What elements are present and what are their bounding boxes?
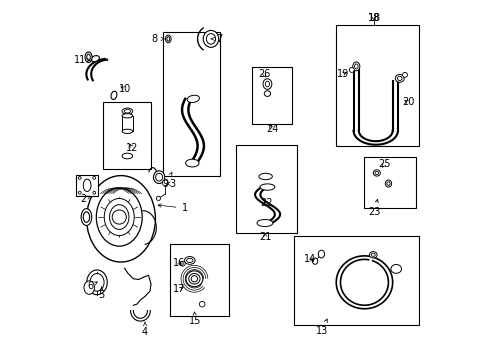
Ellipse shape bbox=[191, 276, 197, 282]
Ellipse shape bbox=[87, 54, 90, 60]
Text: 23: 23 bbox=[367, 199, 379, 217]
Ellipse shape bbox=[264, 91, 270, 96]
Ellipse shape bbox=[104, 198, 134, 235]
Ellipse shape bbox=[85, 52, 92, 63]
Ellipse shape bbox=[385, 180, 391, 187]
Ellipse shape bbox=[312, 258, 317, 264]
Ellipse shape bbox=[81, 208, 92, 225]
Circle shape bbox=[348, 67, 353, 72]
Ellipse shape bbox=[186, 258, 193, 262]
Text: 22: 22 bbox=[260, 198, 272, 208]
Ellipse shape bbox=[203, 30, 218, 48]
Ellipse shape bbox=[188, 274, 200, 284]
Ellipse shape bbox=[90, 274, 104, 291]
Ellipse shape bbox=[91, 55, 99, 62]
Ellipse shape bbox=[122, 129, 132, 134]
Text: 2: 2 bbox=[80, 194, 90, 204]
Text: 24: 24 bbox=[265, 124, 278, 134]
Text: 20: 20 bbox=[402, 98, 414, 107]
Ellipse shape bbox=[263, 79, 271, 89]
Ellipse shape bbox=[260, 184, 274, 190]
Bar bbox=[235, 145, 297, 233]
Ellipse shape bbox=[370, 253, 374, 256]
Ellipse shape bbox=[206, 33, 215, 44]
Ellipse shape bbox=[96, 188, 142, 246]
Ellipse shape bbox=[165, 35, 171, 43]
Text: 18: 18 bbox=[366, 13, 380, 23]
Text: 15: 15 bbox=[188, 312, 201, 326]
Ellipse shape bbox=[374, 171, 378, 175]
Text: 12: 12 bbox=[126, 143, 138, 153]
Circle shape bbox=[180, 261, 185, 266]
Text: 13: 13 bbox=[315, 319, 327, 336]
Ellipse shape bbox=[372, 170, 380, 176]
Ellipse shape bbox=[155, 173, 163, 181]
Ellipse shape bbox=[185, 159, 199, 167]
Ellipse shape bbox=[257, 220, 272, 226]
Ellipse shape bbox=[166, 37, 169, 41]
Ellipse shape bbox=[83, 179, 91, 192]
Circle shape bbox=[199, 301, 204, 307]
Ellipse shape bbox=[87, 270, 107, 294]
Text: 21: 21 bbox=[258, 232, 270, 242]
Ellipse shape bbox=[122, 114, 132, 118]
Ellipse shape bbox=[83, 212, 89, 222]
Ellipse shape bbox=[153, 171, 164, 184]
Ellipse shape bbox=[386, 182, 389, 185]
Circle shape bbox=[78, 176, 81, 179]
Text: 9: 9 bbox=[162, 172, 172, 189]
Text: 1: 1 bbox=[158, 203, 187, 213]
Text: 6: 6 bbox=[87, 281, 97, 291]
Text: 18: 18 bbox=[367, 13, 379, 23]
Bar bbox=[163, 32, 219, 176]
Text: 4: 4 bbox=[142, 322, 148, 337]
Ellipse shape bbox=[86, 176, 155, 262]
Ellipse shape bbox=[84, 281, 94, 294]
Ellipse shape bbox=[187, 95, 199, 103]
Ellipse shape bbox=[185, 271, 203, 287]
Ellipse shape bbox=[352, 62, 359, 71]
Polygon shape bbox=[76, 175, 98, 196]
Circle shape bbox=[112, 210, 126, 224]
Circle shape bbox=[93, 191, 96, 194]
Ellipse shape bbox=[111, 91, 117, 99]
Text: 26: 26 bbox=[258, 69, 270, 79]
Bar bbox=[364, 157, 415, 208]
Ellipse shape bbox=[394, 75, 403, 82]
Circle shape bbox=[156, 196, 160, 201]
Ellipse shape bbox=[318, 250, 324, 258]
Ellipse shape bbox=[368, 252, 376, 258]
Ellipse shape bbox=[122, 108, 132, 114]
Circle shape bbox=[162, 180, 167, 186]
Text: 17: 17 bbox=[173, 284, 185, 294]
Text: 10: 10 bbox=[119, 84, 131, 94]
Bar bbox=[251, 67, 291, 123]
Text: 19: 19 bbox=[336, 69, 348, 79]
Bar bbox=[103, 102, 151, 170]
Ellipse shape bbox=[397, 76, 401, 81]
Bar bbox=[122, 116, 132, 131]
Text: 14: 14 bbox=[304, 255, 316, 264]
Text: 3: 3 bbox=[166, 179, 175, 189]
Ellipse shape bbox=[109, 205, 129, 229]
Circle shape bbox=[93, 176, 96, 179]
Bar bbox=[293, 237, 418, 325]
Text: 11: 11 bbox=[74, 55, 90, 65]
Circle shape bbox=[78, 191, 81, 194]
Ellipse shape bbox=[354, 64, 357, 69]
Ellipse shape bbox=[265, 81, 269, 87]
Ellipse shape bbox=[390, 265, 401, 273]
Text: 8: 8 bbox=[151, 34, 164, 44]
Text: 7: 7 bbox=[211, 34, 223, 44]
Text: 16: 16 bbox=[173, 258, 185, 268]
Circle shape bbox=[402, 72, 407, 77]
Ellipse shape bbox=[184, 257, 195, 264]
Bar bbox=[170, 243, 228, 316]
Text: 25: 25 bbox=[378, 159, 390, 169]
Bar bbox=[336, 25, 418, 147]
Ellipse shape bbox=[124, 109, 130, 113]
Ellipse shape bbox=[259, 173, 272, 180]
Text: 5: 5 bbox=[98, 287, 104, 300]
Ellipse shape bbox=[122, 153, 132, 159]
